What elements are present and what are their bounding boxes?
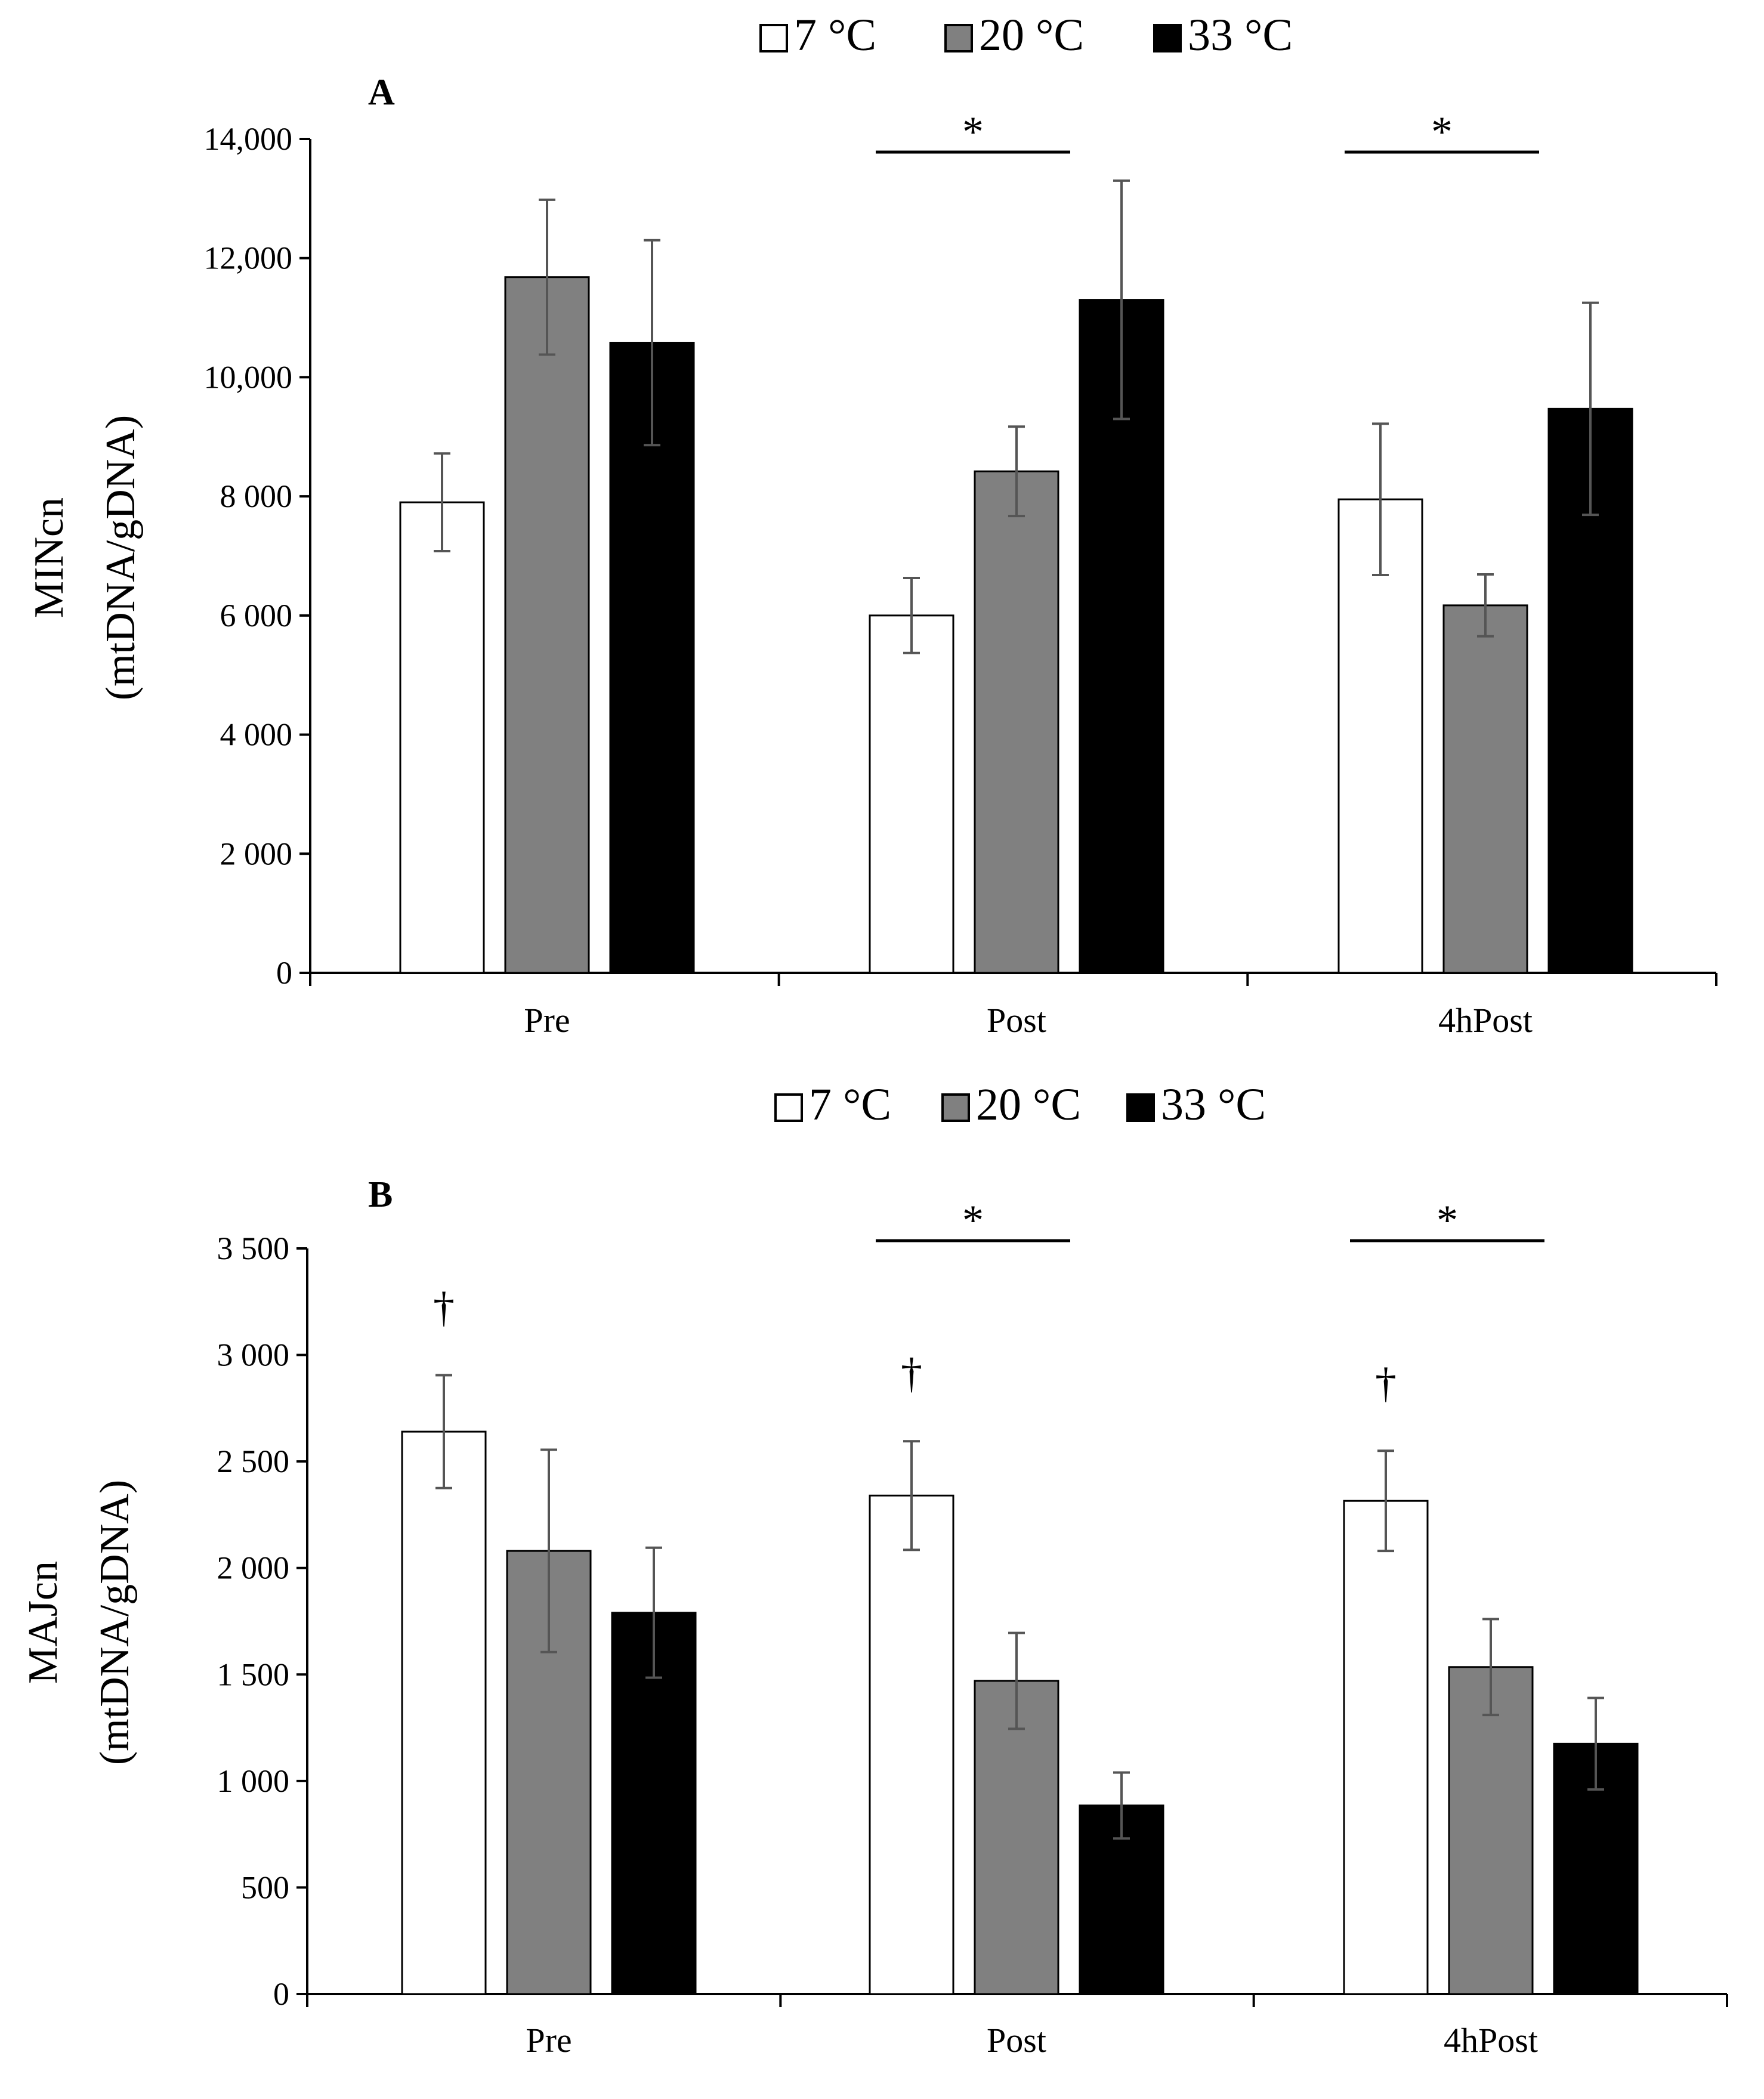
bar bbox=[401, 1430, 487, 1995]
bar bbox=[1442, 604, 1528, 974]
x-tick-label: 4hPost bbox=[1438, 1001, 1533, 1040]
y-tick-label: 6 000 bbox=[220, 598, 293, 633]
significance-star: * bbox=[962, 108, 984, 156]
chart-panel-b: 7 °C 20 °C 33 °C B MAJcn (mtDNA/gDNA) 0 500 1 00… bbox=[20, 1080, 1728, 2060]
legend-label: 33 °C bbox=[1188, 10, 1293, 60]
legend-label: 20 °C bbox=[976, 1080, 1081, 1130]
y-tick-label: 3 000 bbox=[217, 1337, 290, 1373]
y-tick-label: 3 500 bbox=[217, 1231, 290, 1266]
bar bbox=[609, 342, 695, 974]
bar bbox=[1448, 1666, 1534, 1995]
y-tick-label: 8 000 bbox=[220, 478, 293, 514]
y-tick-label: 500 bbox=[241, 1869, 289, 1905]
legend-swatch bbox=[941, 1093, 970, 1122]
bar bbox=[1343, 1500, 1429, 1995]
bar bbox=[974, 470, 1059, 974]
bar bbox=[504, 276, 590, 974]
legend-swatch bbox=[774, 1093, 803, 1122]
x-tick-label: Post bbox=[987, 1001, 1046, 1040]
chart-panel-a: 7 °C 20 °C 33 °C A MINcn (mtDNA/gDNA) 0 2 000 4 … bbox=[26, 10, 1717, 1040]
x-tick-label: Post bbox=[987, 2021, 1046, 2060]
dagger-mark: † bbox=[1375, 1359, 1397, 1406]
panel-label: A bbox=[368, 72, 395, 113]
legend-swatch bbox=[1126, 1093, 1155, 1122]
significance-star: * bbox=[1431, 108, 1453, 156]
legend-swatch bbox=[944, 24, 973, 52]
legend-swatch bbox=[759, 24, 788, 52]
dagger-mark: † bbox=[433, 1284, 455, 1331]
y-tick-label: 12,000 bbox=[204, 240, 293, 276]
y-tick-label: 2 000 bbox=[217, 1550, 290, 1586]
dagger-mark: † bbox=[901, 1349, 922, 1397]
legend-label: 33 °C bbox=[1161, 1080, 1266, 1130]
y-tick-label: 10,000 bbox=[204, 359, 293, 395]
legend-label: 7 °C bbox=[809, 1080, 891, 1130]
y-tick-label: 2 000 bbox=[220, 836, 293, 871]
bar bbox=[1337, 498, 1423, 974]
y-tick-label: 2 500 bbox=[217, 1443, 290, 1479]
y-tick-label: 0 bbox=[273, 1976, 289, 2012]
x-tick-label: Pre bbox=[526, 2021, 571, 2060]
significance-star: * bbox=[962, 1197, 984, 1244]
bar bbox=[869, 614, 954, 974]
bar bbox=[869, 1494, 954, 1995]
significance-star: * bbox=[1436, 1197, 1458, 1244]
y-tick-label: 4 000 bbox=[220, 717, 293, 753]
y-tick-label: 1 500 bbox=[217, 1656, 290, 1692]
y-tick-label: 14,000 bbox=[204, 121, 293, 157]
x-tick-label: Pre bbox=[524, 1001, 570, 1040]
y-axis-label-units: (mtDNA/gDNA) bbox=[92, 1480, 138, 1765]
legend-label: 20 °C bbox=[979, 10, 1084, 60]
bar bbox=[399, 501, 485, 974]
x-tick-label: 4hPost bbox=[1444, 2021, 1538, 2060]
legend-swatch bbox=[1153, 24, 1182, 52]
panel-label: B bbox=[368, 1174, 393, 1215]
y-tick-label: 0 bbox=[276, 955, 292, 991]
y-axis-label: MINcn bbox=[26, 497, 72, 618]
bar bbox=[974, 1680, 1059, 1995]
legend-label: 7 °C bbox=[794, 10, 876, 60]
y-axis-label: MAJcn bbox=[20, 1561, 66, 1684]
y-axis-label-units: (mtDNA/gDNA) bbox=[98, 415, 144, 700]
y-tick-label: 1 000 bbox=[217, 1763, 290, 1799]
